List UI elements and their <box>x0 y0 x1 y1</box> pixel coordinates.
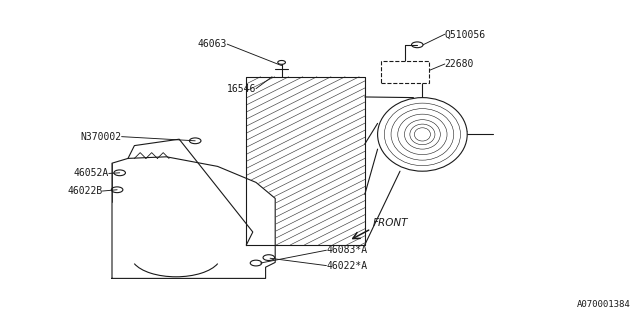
Bar <box>381 61 429 83</box>
Text: Q510056: Q510056 <box>445 29 486 39</box>
Ellipse shape <box>378 98 467 171</box>
Text: N370002: N370002 <box>81 132 122 142</box>
Text: 46052: 46052 <box>415 145 445 155</box>
Text: 22680: 22680 <box>445 59 474 69</box>
Polygon shape <box>112 157 275 278</box>
Polygon shape <box>246 77 365 245</box>
Text: A070001384: A070001384 <box>577 300 630 309</box>
Text: 46022B: 46022B <box>67 186 102 196</box>
Text: FRONT: FRONT <box>373 218 408 228</box>
Text: 46083*A: 46083*A <box>326 245 367 255</box>
Text: 46063: 46063 <box>198 39 227 49</box>
Text: 46052A: 46052A <box>74 168 109 179</box>
Text: 16546: 16546 <box>227 84 256 94</box>
Text: 46022*A: 46022*A <box>326 260 367 271</box>
